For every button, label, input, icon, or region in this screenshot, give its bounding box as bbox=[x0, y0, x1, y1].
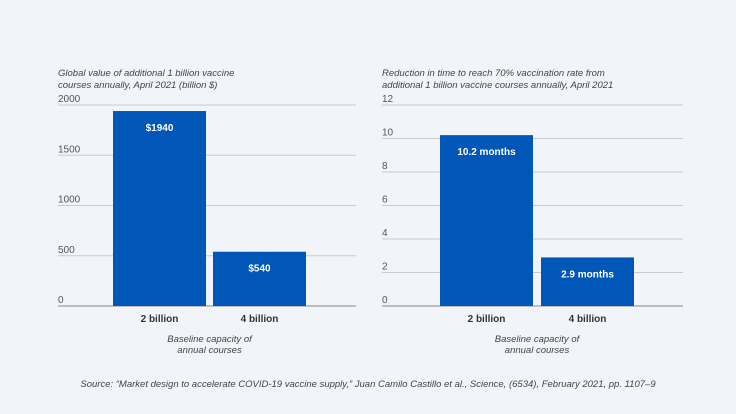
x-axis-label-line: Baseline capacity of bbox=[495, 334, 581, 345]
x-axis-label-line: annual courses bbox=[177, 345, 242, 356]
y-tick-label: 2 bbox=[382, 262, 388, 273]
chart-title-line: Global value of additional 1 billion vac… bbox=[58, 68, 234, 79]
x-tick-label: 4 billion bbox=[241, 314, 279, 325]
bar bbox=[213, 251, 306, 306]
y-tick-label: 0 bbox=[58, 295, 64, 306]
y-tick-label: 6 bbox=[382, 195, 388, 206]
y-tick-label: 500 bbox=[58, 245, 75, 256]
y-tick-label: 0 bbox=[382, 295, 388, 306]
chart-title-line: courses annually, April 2021 (billion $) bbox=[58, 80, 217, 91]
x-axis-label-line: annual courses bbox=[505, 345, 570, 356]
bar bbox=[541, 257, 634, 306]
chart-title-line: additional 1 billion vaccine courses ann… bbox=[382, 80, 613, 91]
bar-data-label: 10.2 months bbox=[457, 147, 516, 158]
y-tick-label: 10 bbox=[382, 128, 394, 139]
bar-data-label: $1940 bbox=[146, 123, 174, 134]
y-tick-label: 4 bbox=[382, 228, 388, 239]
y-tick-label: 12 bbox=[382, 94, 394, 105]
x-tick-label: 4 billion bbox=[569, 314, 607, 325]
chart-title-line: Reduction in time to reach 70% vaccinati… bbox=[382, 68, 605, 79]
x-axis-label-line: Baseline capacity of bbox=[167, 334, 253, 345]
x-tick-label: 2 billion bbox=[468, 314, 506, 325]
bar bbox=[113, 111, 206, 306]
bar bbox=[440, 135, 533, 306]
x-tick-label: 2 billion bbox=[141, 314, 179, 325]
source-note: Source: “Market design to accelerate COV… bbox=[80, 379, 656, 390]
y-tick-label: 2000 bbox=[58, 94, 81, 105]
y-tick-label: 8 bbox=[382, 161, 388, 172]
y-tick-label: 1500 bbox=[58, 144, 81, 155]
bar-data-label: $540 bbox=[248, 264, 271, 275]
bar-data-label: 2.9 months bbox=[561, 269, 614, 280]
y-tick-label: 1000 bbox=[58, 195, 81, 206]
